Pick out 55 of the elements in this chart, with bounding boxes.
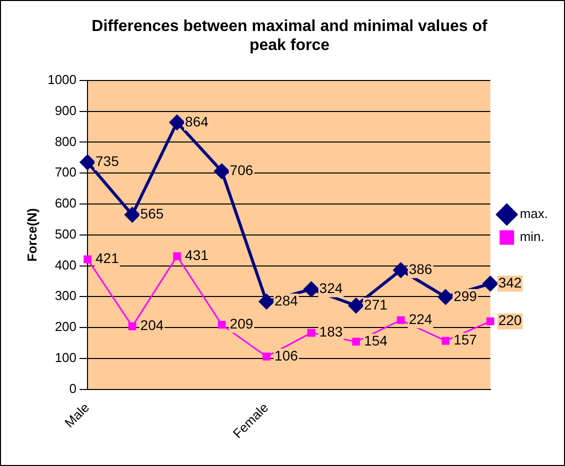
y-tick-label: 0 — [69, 380, 77, 396]
point — [393, 262, 408, 278]
data-label: 106 — [274, 347, 298, 364]
data-label: 324 — [319, 280, 343, 296]
y-tick-label: 400 — [54, 257, 77, 272]
point — [482, 276, 498, 292]
data-label: 284 — [274, 292, 298, 308]
data-label: 271 — [364, 296, 388, 312]
point — [262, 352, 270, 361]
point — [128, 322, 136, 330]
data-label: 421 — [96, 250, 120, 266]
legend-label: max. — [520, 206, 548, 222]
point — [84, 255, 92, 264]
point — [486, 317, 494, 326]
y-tick-label: 900 — [54, 102, 77, 118]
y-tick-label: 1000 — [48, 72, 77, 87]
data-label: 431 — [185, 247, 209, 264]
point — [218, 320, 226, 329]
data-label: 342 — [498, 274, 522, 291]
y-tick-label: 300 — [54, 288, 77, 304]
data-label: 706 — [230, 162, 254, 178]
y-tick-label: 800 — [54, 134, 77, 149]
point — [438, 289, 454, 304]
data-label: 157 — [454, 332, 478, 348]
point — [442, 336, 450, 345]
data-label: 386 — [408, 260, 432, 277]
point — [304, 282, 319, 297]
data-label: 220 — [498, 312, 522, 328]
y-tick-label: 500 — [54, 226, 77, 242]
data-label: 565 — [140, 206, 164, 222]
point — [214, 164, 230, 179]
point — [259, 294, 274, 310]
data-label: 299 — [454, 288, 478, 304]
point — [348, 298, 364, 314]
chart-title: Differences between maximal and minimal values of peak force — [92, 18, 488, 54]
point — [173, 252, 181, 260]
y-tick-label: 200 — [54, 319, 77, 334]
data-label: 864 — [185, 113, 209, 130]
point — [352, 338, 360, 346]
data-label: 154 — [364, 332, 388, 349]
data-label: 224 — [408, 310, 432, 327]
data-label: 183 — [319, 324, 343, 340]
point — [170, 114, 185, 130]
y-axis-title: Force(N) — [24, 208, 40, 262]
data-label: 735 — [96, 153, 120, 170]
point — [396, 316, 405, 324]
legend-label: min. — [520, 229, 544, 244]
y-tick-label: 600 — [54, 196, 77, 211]
data-label: 209 — [230, 316, 254, 332]
point — [307, 328, 316, 337]
y-tick-label: 100 — [54, 350, 77, 366]
point — [124, 207, 140, 222]
y-tick-label: 700 — [54, 164, 77, 180]
data-label: 204 — [140, 317, 164, 334]
point — [80, 154, 96, 170]
